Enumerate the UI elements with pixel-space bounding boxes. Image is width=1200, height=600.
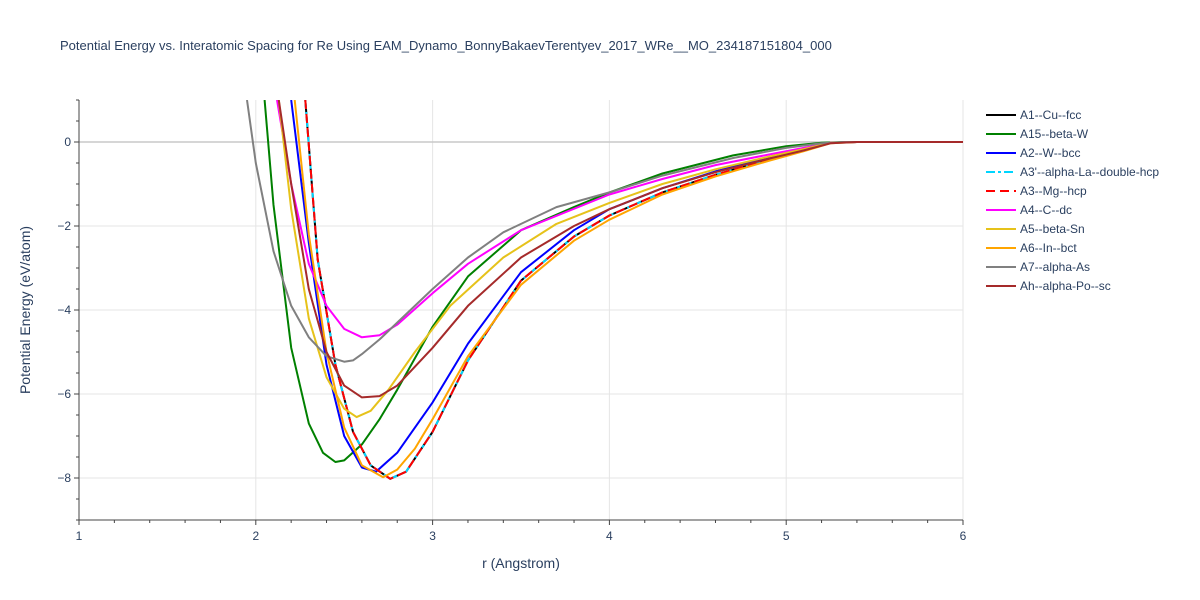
legend-label: A3'--alpha-La--double-hcp [1020, 165, 1159, 179]
series-line-1 [304, 100, 963, 480]
series-line-5 [304, 100, 963, 480]
legend-label: A4--C--dc [1020, 203, 1072, 217]
y-tick-label: −6 [57, 387, 71, 401]
chart-title: Potential Energy vs. Interatomic Spacing… [60, 38, 832, 53]
x-ticks: 1 2 3 4 5 6 [76, 520, 967, 543]
y-tick-label: 0 [64, 135, 71, 149]
legend-item[interactable]: A4--C--dc [986, 203, 1072, 217]
legend-item[interactable]: A1--Cu--fcc [986, 108, 1081, 122]
series-line-6 [276, 100, 963, 339]
legend-label: A5--beta-Sn [1020, 222, 1085, 236]
x-tick-label: 2 [252, 529, 259, 543]
legend-label: A2--W--bcc [1020, 146, 1080, 160]
legend-item[interactable]: A3--Mg--hcp [986, 184, 1087, 198]
legend-label: Ah--alpha-Po--sc [1020, 279, 1111, 293]
x-axis-title: r (Angstrom) [482, 555, 560, 571]
series-line-7 [277, 100, 963, 419]
y-axis-title: Potential Energy (eV/atom) [17, 226, 33, 394]
series-line-2 [263, 100, 963, 463]
legend-item[interactable]: A3'--alpha-La--double-hcp [986, 165, 1159, 179]
legend-item[interactable]: A6--In--bct [986, 241, 1077, 255]
x-tick-label: 4 [606, 529, 613, 543]
legend-item[interactable]: A5--beta-Sn [986, 222, 1085, 236]
series-line-4 [304, 100, 963, 480]
legend-item[interactable]: A2--W--bcc [986, 146, 1080, 160]
y-tick-label: −2 [57, 219, 71, 233]
series-line-8 [293, 100, 963, 479]
y-ticks: −8 −6 −4 −2 0 [57, 99, 79, 521]
gridlines [79, 100, 964, 520]
legend-label: A6--In--bct [1020, 241, 1077, 255]
legend[interactable]: A1--Cu--fcc A15--beta-W A2--W--bcc A3'--alp… [986, 108, 1159, 293]
series-lines [246, 100, 963, 480]
legend-item[interactable]: A7--alpha-As [986, 260, 1090, 274]
legend-label: A7--alpha-As [1020, 260, 1090, 274]
legend-label: A3--Mg--hcp [1020, 184, 1087, 198]
legend-item[interactable]: Ah--alpha-Po--sc [986, 279, 1111, 293]
legend-label: A1--Cu--fcc [1020, 108, 1081, 122]
x-tick-label: 3 [429, 529, 436, 543]
series-line-9 [246, 100, 963, 363]
legend-item[interactable]: A15--beta-W [986, 127, 1089, 141]
x-tick-label: 6 [960, 529, 967, 543]
legend-label: A15--beta-W [1020, 127, 1089, 141]
y-tick-label: −4 [57, 303, 71, 317]
x-tick-label: 1 [76, 529, 83, 543]
series-line-3 [290, 100, 963, 473]
y-tick-label: −8 [57, 471, 71, 485]
x-tick-label: 5 [783, 529, 790, 543]
series-line-10 [277, 100, 963, 399]
